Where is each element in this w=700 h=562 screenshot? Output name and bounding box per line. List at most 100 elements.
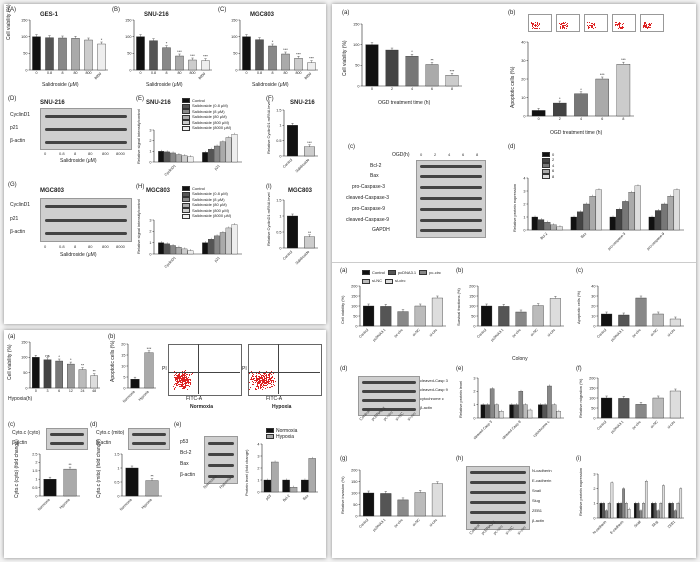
significance-marker: *	[272, 39, 274, 44]
bar	[78, 369, 87, 389]
x-tick-label: si-NC	[650, 420, 659, 429]
y-tick-label: 200	[351, 284, 357, 288]
flow-event-dot	[187, 384, 189, 386]
flow-event-dot	[270, 387, 272, 389]
blot-band	[208, 464, 234, 467]
band-label: cleaved-Casp 3	[420, 378, 448, 383]
bar	[225, 227, 232, 255]
flow-event-dot	[264, 372, 266, 374]
chart-lower-emt: 0 1 2 3 N-cadherin E-cadherin Snail Slug ZEB1	[592, 472, 684, 535]
flow-event-dot	[255, 377, 257, 379]
chart-hypoxia-protein: 0 1 2 3 4 p53 Bcl-2 Bax	[257, 442, 318, 503]
flow-event-dot	[649, 23, 651, 25]
panel-letter: (g)	[340, 456, 348, 462]
lane-label: 0	[420, 152, 423, 157]
bar	[671, 503, 674, 519]
bar	[43, 479, 57, 497]
x-tick-label: 0	[371, 87, 373, 91]
x-tick-label: Snail	[633, 520, 642, 529]
flow-event-dot	[180, 375, 182, 377]
flow-event-dot	[257, 385, 259, 387]
bar	[622, 488, 625, 519]
flow-event-dot	[262, 386, 264, 388]
flow-event-dot	[259, 377, 261, 379]
blot-band	[470, 501, 526, 504]
flow-event-dot	[531, 27, 533, 29]
y-tick-label: 150	[589, 386, 595, 390]
flow-event-dot	[259, 373, 261, 375]
flow-event-dot	[176, 381, 178, 383]
flow-event-dot	[272, 384, 274, 386]
y-tick-label: 50	[591, 406, 595, 410]
bar	[542, 404, 548, 419]
significance-marker: *	[70, 357, 72, 362]
flow-event-dot	[181, 385, 183, 387]
band-label: Bax	[370, 173, 379, 179]
flow-event-dot	[268, 374, 270, 376]
significance-marker: ***	[147, 346, 152, 351]
flow-y-label: PI	[162, 366, 167, 372]
flow-event-dot	[269, 374, 271, 376]
flow-event-dot	[177, 377, 179, 379]
panel-title: SNU-216	[40, 100, 65, 106]
x-tick-label: 8	[451, 87, 453, 91]
flow-event-dot	[181, 372, 183, 374]
y-tick-label: 2.5	[32, 452, 37, 456]
y-tick-label: 50	[353, 503, 357, 507]
flow-event-dot	[647, 27, 649, 29]
flow-event-dot	[184, 382, 185, 384]
flow-event-dot	[533, 24, 535, 26]
flow-event-dot	[187, 381, 189, 383]
flow-event-dot	[535, 25, 537, 27]
flow-event-dot	[647, 24, 649, 26]
chart-ges1-viability: 0 50 100 150 * 0 0.8 8 80 800 8000	[21, 18, 108, 80]
bar	[202, 152, 209, 163]
flow-event-dot	[187, 373, 189, 375]
x-tick-label: Bax	[302, 494, 309, 501]
bar	[263, 479, 272, 493]
flow-event-dot	[253, 384, 255, 385]
y-tick-label: 150	[125, 18, 131, 22]
y-tick-label: 1	[149, 150, 151, 154]
lane-label: 4	[448, 152, 451, 157]
flow-event-dot	[186, 378, 188, 380]
flow-event-dot	[263, 380, 265, 382]
y-tick-label: 150	[21, 340, 27, 344]
panel-letter: (B)	[112, 7, 120, 13]
flow-event-dot	[175, 375, 177, 377]
flow-event-dot	[619, 22, 620, 24]
y-tick-label: 0	[593, 516, 595, 520]
flow-event-dot	[264, 376, 266, 378]
bar	[301, 479, 309, 493]
x-tick-label: 3	[47, 389, 49, 393]
bar	[231, 224, 238, 255]
flow-event-dot	[644, 22, 646, 24]
flow-event-dot	[594, 23, 596, 25]
bar	[679, 488, 683, 519]
blot-band	[420, 208, 482, 211]
flow-event-dot	[187, 378, 189, 380]
bar	[187, 156, 194, 163]
flow-event-dot	[181, 381, 183, 383]
lane-label: 0	[44, 151, 47, 156]
x-tick-label: p53	[265, 494, 272, 501]
flow-event-dot	[184, 384, 186, 386]
panel-letter: (A)	[8, 7, 16, 13]
flow-event-dot	[252, 378, 254, 380]
flow-event-dot	[181, 379, 183, 381]
flow-event-dot	[265, 378, 267, 380]
flow-event-dot	[256, 378, 258, 380]
bar	[202, 242, 209, 255]
flow-event-dot	[263, 381, 265, 383]
flow-event-dot	[181, 381, 183, 383]
flow-event-dot	[182, 371, 183, 373]
flow-event-dot	[259, 380, 261, 382]
flow-event-dot	[187, 388, 189, 390]
bar	[181, 248, 188, 255]
flow-event-dot	[592, 26, 594, 28]
flow-event-dot	[533, 27, 535, 29]
flow-event-dot	[184, 383, 186, 385]
flow-event-dot	[259, 385, 261, 387]
